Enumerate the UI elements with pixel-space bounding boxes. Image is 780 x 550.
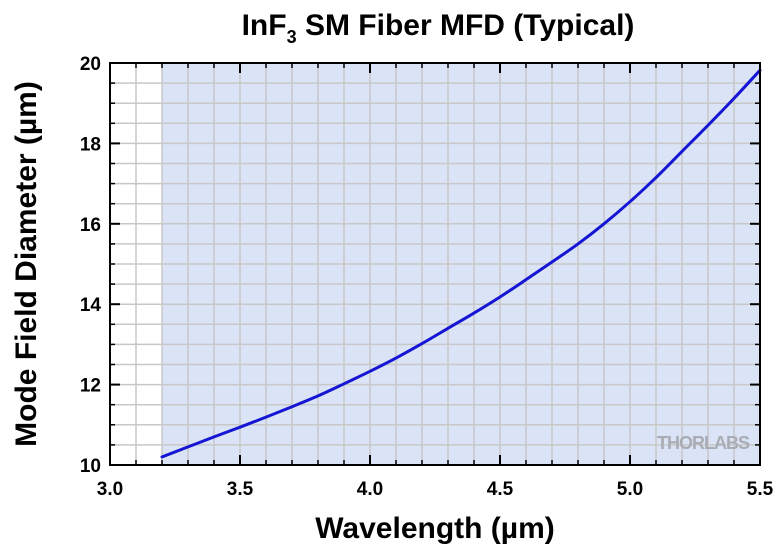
x-tick-label: 5.0: [617, 479, 643, 500]
chart-title-subscript: 3: [287, 27, 297, 47]
series-line-mfd: [160, 68, 762, 459]
y-tick-label: 18: [80, 134, 101, 155]
y-tick-label: 20: [80, 54, 101, 75]
chart-title: InF3 SM Fiber MFD (Typical): [242, 9, 635, 47]
x-tick-labels: 3.0 3.5 4.0 4.5 5.0 5.5: [97, 479, 774, 500]
x-axis-label: Wavelength (µm): [315, 512, 555, 545]
chart-title-main: InF: [242, 9, 287, 42]
x-tick-label: 3.5: [227, 479, 254, 500]
chart-title-rest: SM Fiber MFD (Typical): [297, 9, 635, 42]
y-tick-label: 14: [80, 295, 102, 316]
plot-frame: [109, 62, 761, 466]
x-tick-label: 5.5: [747, 479, 774, 500]
x-tick-label: 4.5: [487, 479, 514, 500]
y-tick-labels: 10 12 14 16 18 20: [80, 54, 102, 477]
x-tick-label: 4.0: [357, 479, 383, 500]
y-tick-label: 12: [80, 376, 101, 397]
y-tick-label: 10: [80, 456, 101, 477]
thorlabs-watermark: THORLABS: [657, 433, 750, 453]
grid-lines: [110, 63, 760, 465]
y-axis-label: Mode Field Diameter (µm): [10, 81, 43, 447]
x-tick-label: 3.0: [97, 479, 123, 500]
y-tick-label: 16: [80, 215, 101, 236]
